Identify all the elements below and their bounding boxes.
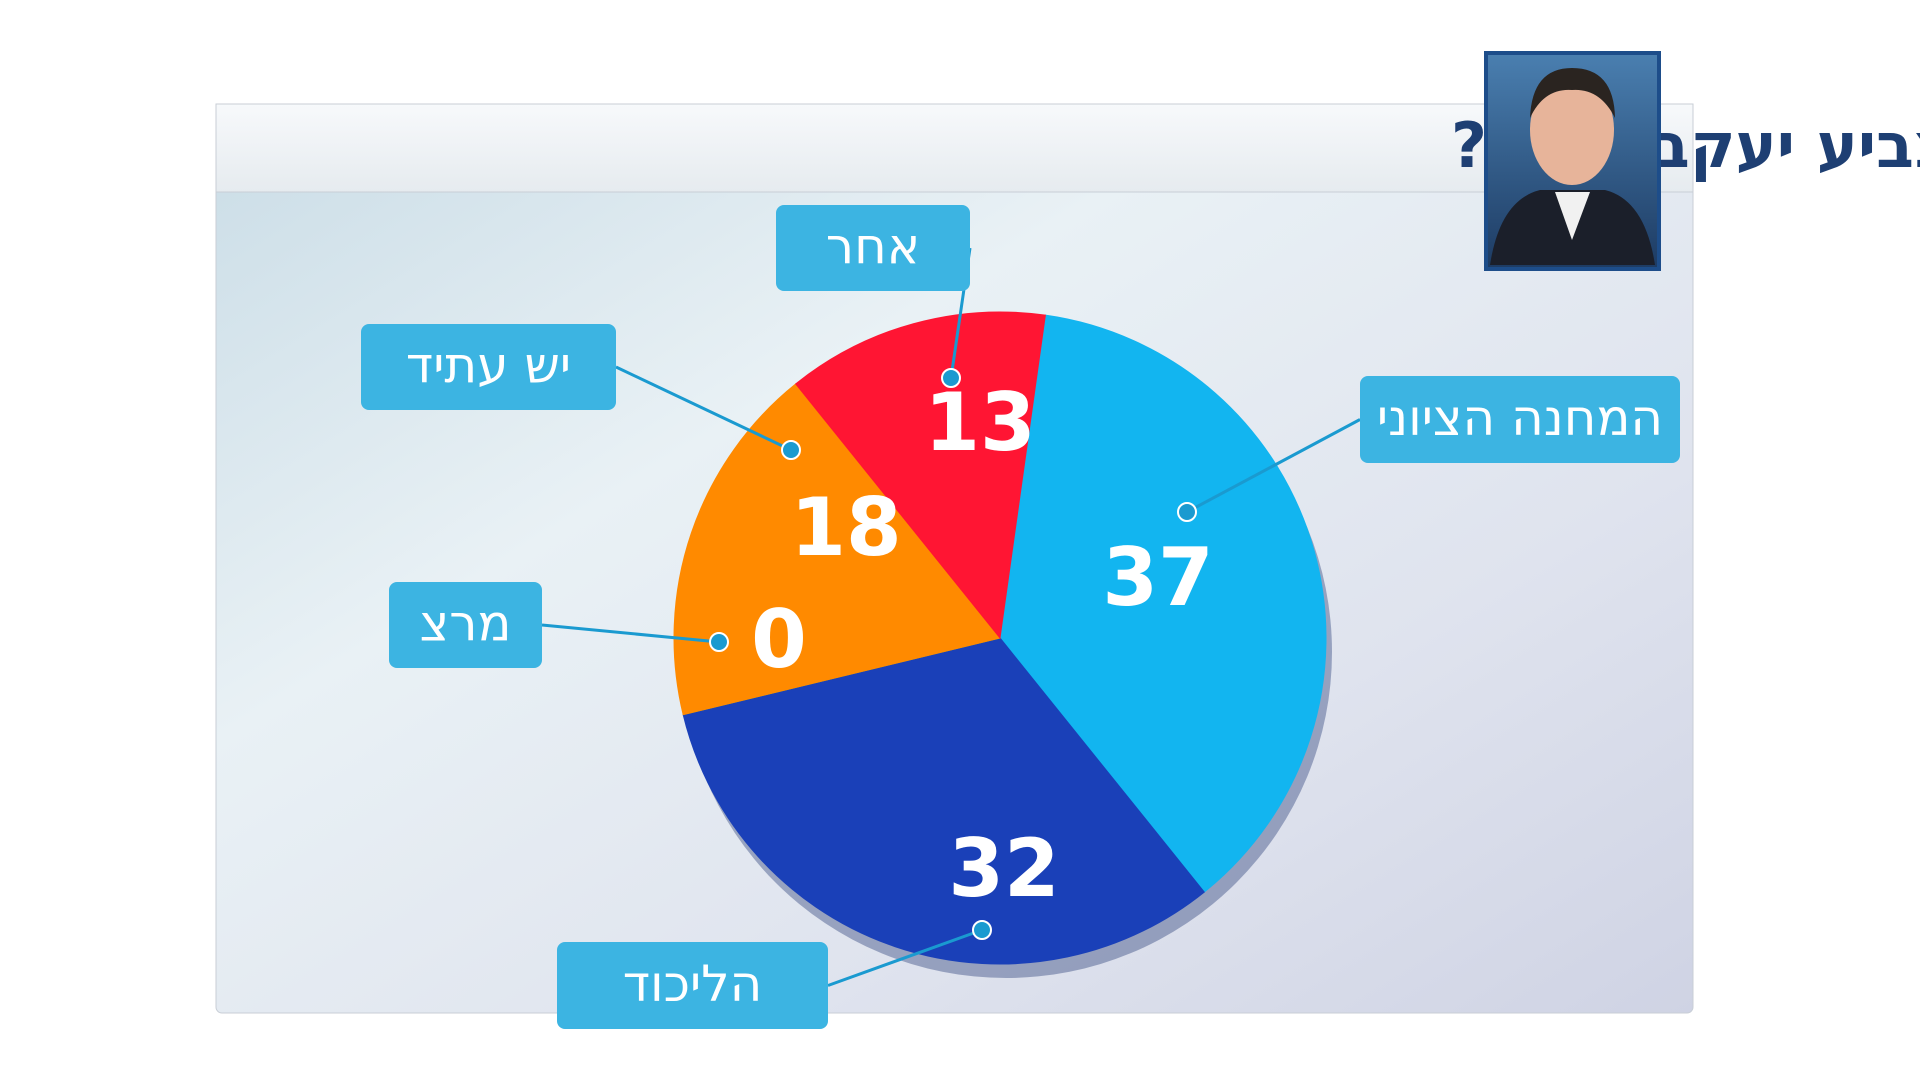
value-label: 37: [1102, 531, 1213, 624]
pie-slice: [682, 637, 1205, 965]
value-label: 13: [924, 376, 1035, 469]
value-label: 18: [790, 481, 901, 574]
leader-dot: [781, 440, 801, 460]
photo: [1484, 51, 1661, 271]
leader-line: [615, 365, 792, 452]
category-label: הליכוד: [623, 955, 763, 1013]
label-box: [776, 205, 970, 291]
label-box: [361, 324, 616, 410]
category-label: המחנה הציוני: [1377, 389, 1663, 447]
value-label: 0: [751, 593, 807, 686]
leader-dot: [709, 632, 729, 652]
pie-slice: [795, 311, 1046, 640]
leader-dot: [1177, 502, 1197, 522]
category-label: מרצ: [420, 595, 512, 653]
label-box: [389, 582, 542, 668]
value-label: 32: [948, 822, 1059, 915]
leader-line: [827, 928, 983, 987]
pie-slice: [999, 314, 1327, 893]
leader-line: [1186, 418, 1361, 514]
leader-dot: [941, 368, 961, 388]
title-bar: [215, 103, 1694, 193]
pie-slice: [673, 383, 1001, 716]
leader-dot: [972, 920, 992, 940]
category-label: יש עתיד: [406, 337, 571, 395]
label-box: [557, 942, 828, 1029]
leader-line: [541, 623, 720, 644]
label-box: [1360, 376, 1680, 463]
category-label: אחר: [826, 218, 920, 276]
